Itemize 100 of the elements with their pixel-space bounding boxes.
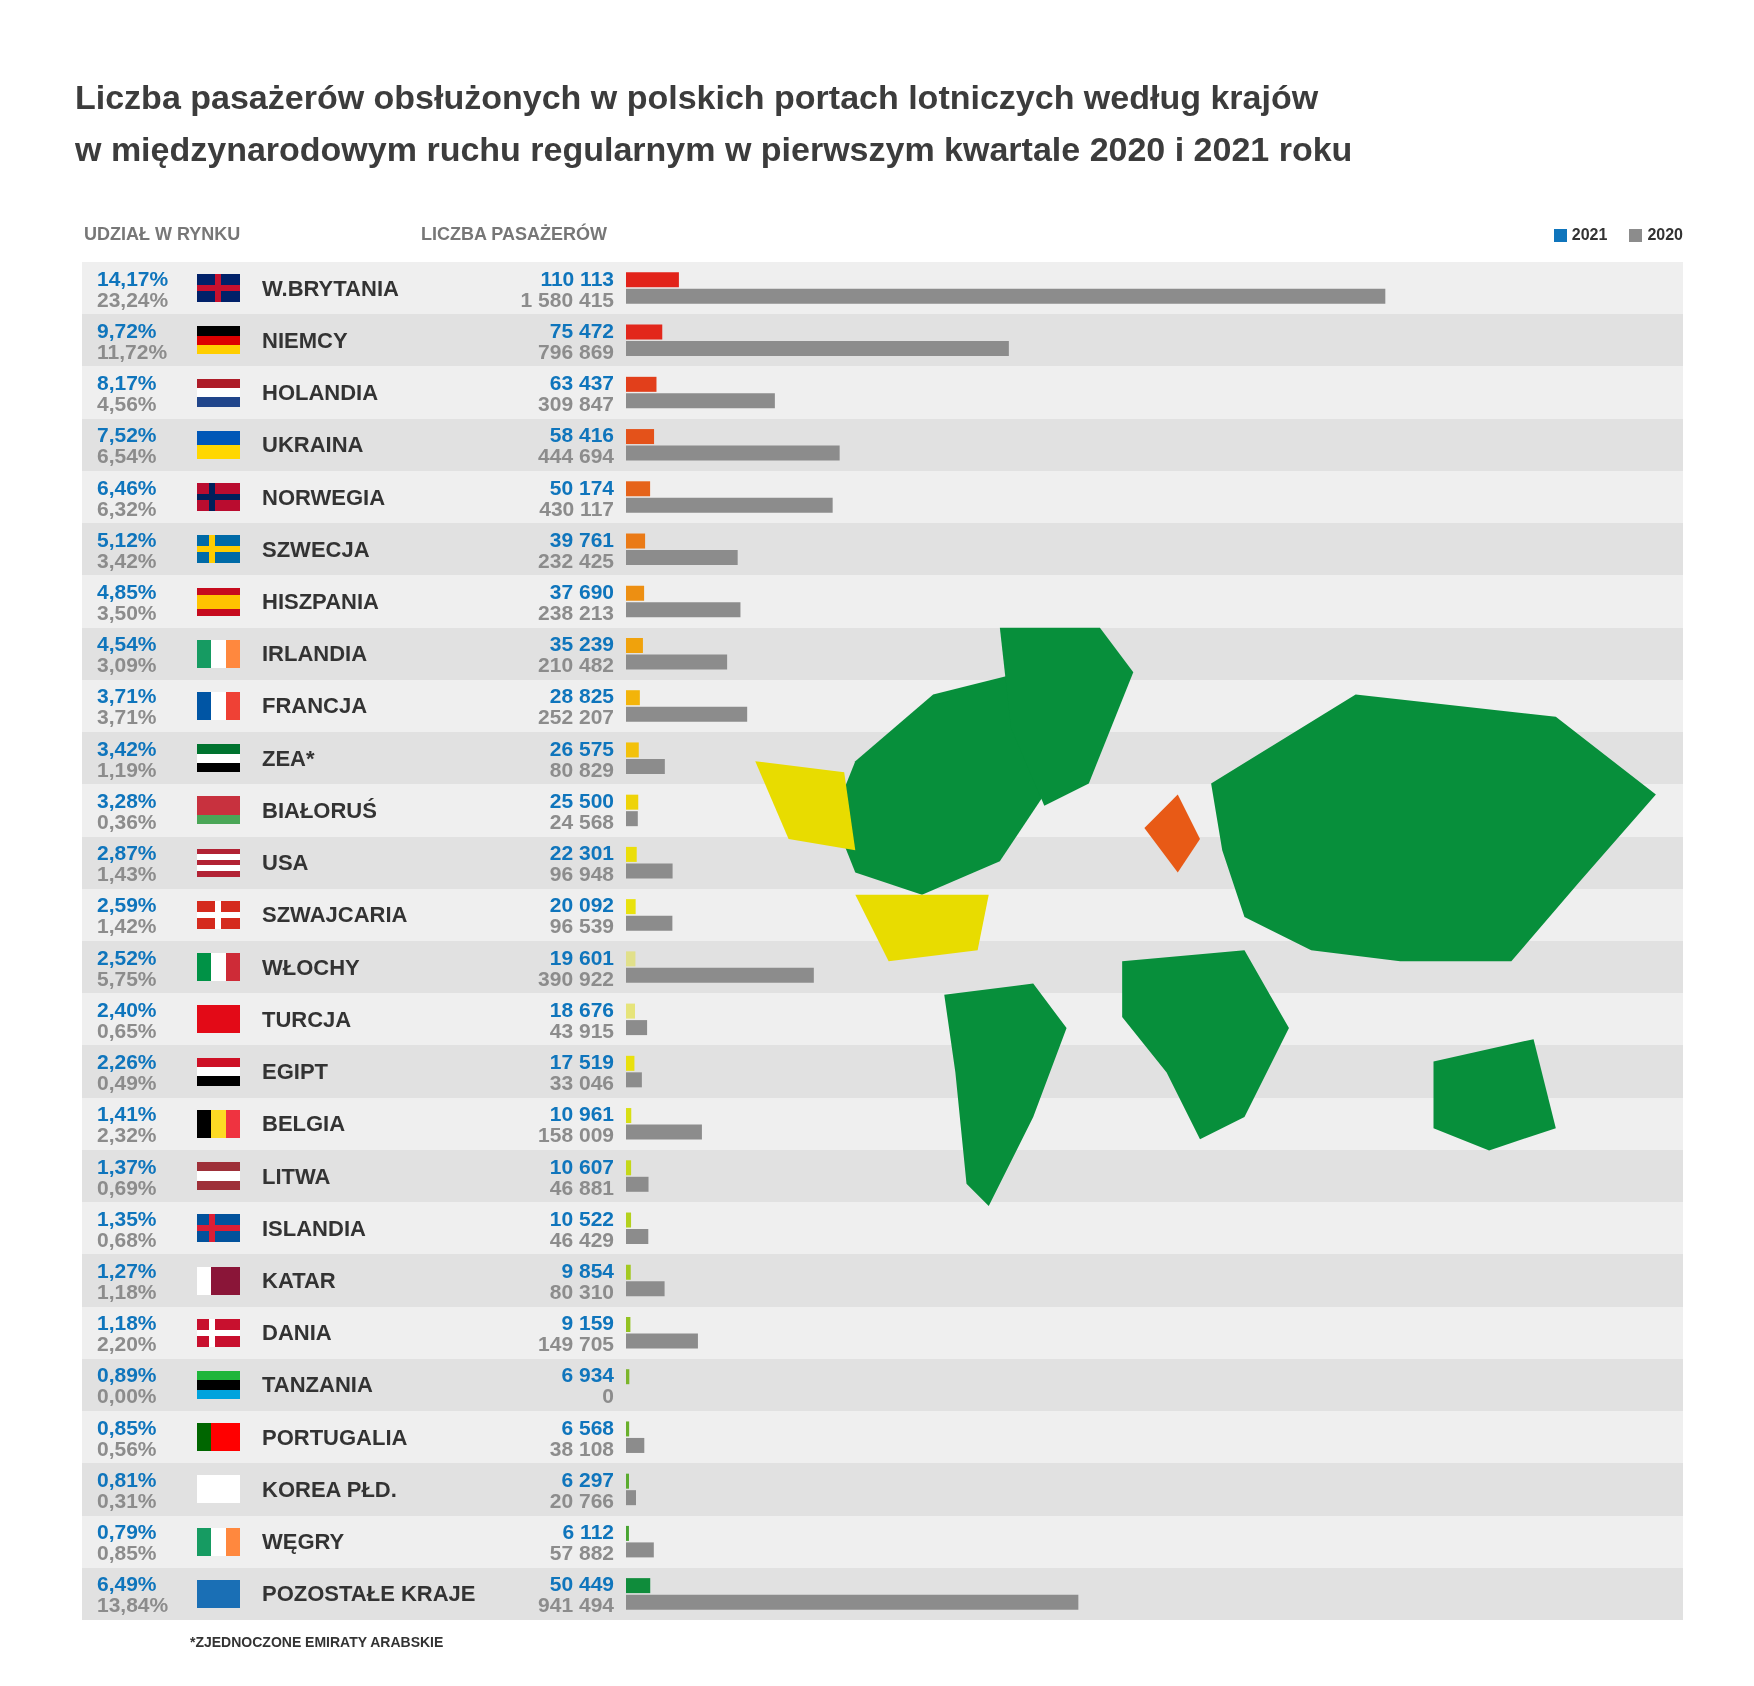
text: 1,42%: [97, 914, 157, 938]
y-tick-label: NORWEGIA: [262, 484, 386, 510]
data-label: 17 519: [549, 1050, 614, 1074]
bar: [626, 863, 673, 879]
text: 3,71%: [97, 684, 157, 708]
y-tick-label: IRLANDIA: [262, 641, 368, 667]
text: 0,81%: [97, 1467, 157, 1491]
bar: [626, 1264, 631, 1280]
data-label: 20 766: [549, 1488, 614, 1512]
bar: [626, 1003, 635, 1019]
y-tick-label: DANIA: [262, 1320, 332, 1346]
text: 3,71%: [97, 705, 157, 729]
y-tick-label: SZWECJA: [262, 536, 370, 562]
y-tick-label: KATAR: [262, 1268, 336, 1293]
data-label: 50 174: [549, 475, 615, 499]
text: 4,56%: [97, 392, 157, 416]
y-tick-label: HOLANDIA: [262, 380, 379, 406]
data-label: 390 922: [538, 966, 614, 990]
bar: [626, 497, 833, 513]
y-tick-label: UKRAINA: [262, 432, 364, 458]
bar: [626, 272, 679, 288]
data-label: 39 761: [549, 527, 615, 551]
text: 2,52%: [97, 945, 157, 969]
bar: [626, 1525, 629, 1541]
bar: [626, 654, 728, 670]
data-label: 43 915: [549, 1018, 615, 1042]
text: 3,28%: [97, 788, 157, 812]
data-label: 46 881: [549, 1175, 615, 1199]
bar: [626, 967, 814, 983]
data-label: 57 882: [549, 1541, 614, 1565]
text: 1,37%: [97, 1154, 157, 1178]
data-label: 232 425: [538, 548, 615, 572]
data-label: 26 575: [549, 736, 615, 760]
text: 1,18%: [97, 1311, 157, 1335]
text: 6,54%: [97, 444, 157, 468]
text: 0,89%: [97, 1363, 157, 1387]
y-tick-label: EGIPT: [262, 1059, 329, 1085]
bar: [626, 706, 748, 722]
text: 0,85%: [97, 1541, 157, 1565]
bar: [626, 1212, 632, 1228]
bar: [626, 602, 741, 618]
data-label: 210 482: [538, 653, 614, 677]
text: 0,00%: [97, 1384, 157, 1408]
data-label: 28 825: [549, 684, 615, 708]
text: 3,50%: [97, 601, 157, 624]
y-tick-label: NIEMCY: [262, 327, 348, 353]
text: UDZIAŁ W RYNKU: [84, 224, 241, 244]
legend-label: 2020: [1647, 226, 1683, 244]
y-tick-label: SZWAJCARIA: [262, 902, 408, 928]
bar: [626, 899, 636, 915]
data-label: 19 601: [549, 945, 615, 969]
bar: [626, 533, 646, 549]
y-tick-label: TURCJA: [262, 1006, 352, 1032]
text: 13,84%: [97, 1593, 169, 1617]
data-label: 6 934: [561, 1363, 615, 1387]
data-label: 33 046: [549, 1071, 614, 1095]
data-label: 238 213: [538, 601, 614, 624]
data-label: 63 437: [549, 371, 614, 395]
data-label: 50 449: [549, 1572, 614, 1596]
bar: [626, 742, 639, 758]
bar: [626, 393, 775, 409]
data-label: 0: [602, 1384, 614, 1408]
data-label: 25 500: [549, 788, 614, 812]
text: 7,52%: [97, 423, 157, 447]
bar: [626, 758, 665, 774]
bar: [626, 915, 673, 931]
data-label: 6 568: [561, 1415, 615, 1439]
text: 1,43%: [97, 862, 157, 886]
bar: [626, 1421, 630, 1437]
text: 9,72%: [97, 318, 157, 342]
y-tick-label: ZEA*: [262, 745, 315, 771]
text: 2,20%: [97, 1332, 157, 1356]
data-label: 75 472: [549, 318, 614, 342]
bar: [626, 445, 840, 461]
data-label: 110 113: [540, 266, 614, 290]
y-tick-label: TANZANIA: [262, 1372, 373, 1398]
bar: [626, 1108, 632, 1124]
y-tick-label: PORTUGALIA: [262, 1424, 408, 1450]
text: 2,40%: [97, 997, 157, 1021]
data-label: 20 092: [549, 893, 614, 917]
text: 2,32%: [97, 1123, 157, 1147]
y-tick-label: WĘGRY: [262, 1529, 345, 1555]
y-tick-label: KOREA PŁD.: [262, 1476, 397, 1502]
bar: [626, 1333, 698, 1349]
data-label: 941 494: [538, 1593, 615, 1617]
bar: [626, 1369, 630, 1385]
bar: [626, 1160, 632, 1176]
bar: [626, 1490, 636, 1506]
bar: [626, 1055, 635, 1071]
text: 6,49%: [97, 1572, 157, 1596]
text: 1,18%: [97, 1280, 157, 1303]
y-tick-label: POZOSTAŁE KRAJE: [262, 1581, 476, 1607]
y-tick-label: ISLANDIA: [262, 1215, 366, 1241]
text: 5,12%: [97, 527, 157, 551]
text: 2021: [1571, 226, 1608, 244]
y-tick-label: BELGIA: [262, 1111, 346, 1137]
bar: [626, 1437, 645, 1453]
text: 6,46%: [97, 475, 157, 499]
data-label: 158 009: [538, 1123, 614, 1147]
text: 14,17%: [97, 266, 169, 290]
